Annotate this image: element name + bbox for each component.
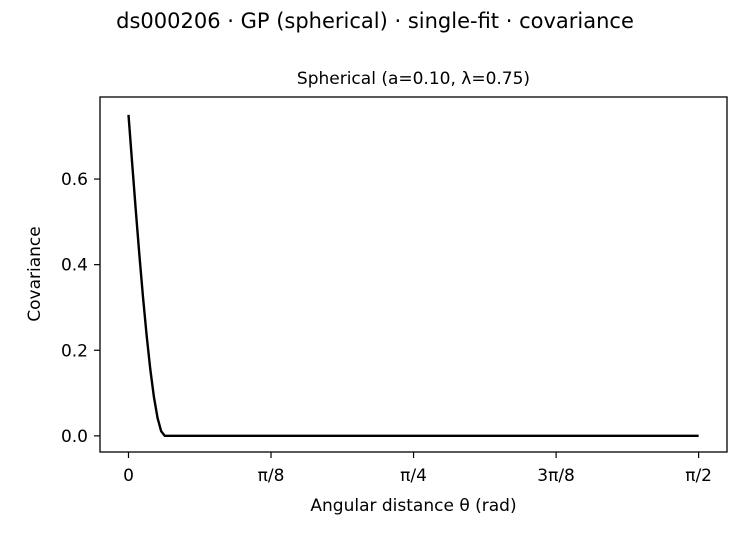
y-axis: 0.0 0.2 0.4 0.6 <box>61 170 100 447</box>
figure-suptitle: ds000206 · GP (spherical) · single-fit ·… <box>116 9 634 33</box>
x-tick-label: π/4 <box>400 466 427 486</box>
axes-frame <box>99 96 728 453</box>
x-tick-label: 3π/8 <box>537 466 575 486</box>
x-tick-label: π/2 <box>685 466 712 486</box>
chart-title: Spherical (a=0.10, λ=0.75) <box>297 69 530 89</box>
y-tick-label: 0.4 <box>61 256 88 276</box>
y-tick-label: 0.6 <box>61 170 88 190</box>
y-tick-label: 0.0 <box>61 427 88 447</box>
x-axis-label: Angular distance θ (rad) <box>310 496 516 516</box>
plot-area <box>99 96 728 453</box>
y-tick-label: 0.2 <box>61 341 88 361</box>
series-line <box>127 114 699 438</box>
x-tick-label: π/8 <box>258 466 285 486</box>
y-axis-label: Covariance <box>25 226 45 321</box>
x-axis: 0 π/8 π/4 3π/8 π/2 <box>123 452 712 486</box>
x-tick-label: 0 <box>123 466 134 486</box>
